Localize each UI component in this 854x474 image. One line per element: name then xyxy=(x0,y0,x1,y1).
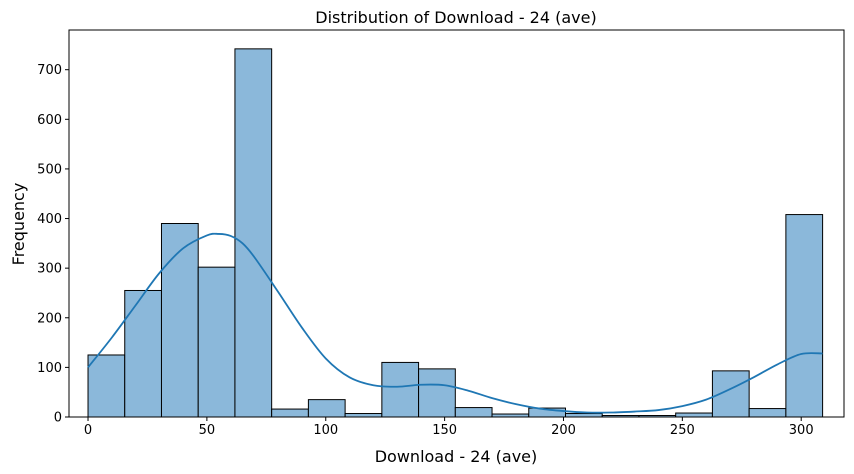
x-tick-label: 100 xyxy=(313,423,338,438)
y-tick-label: 200 xyxy=(37,311,62,326)
histogram-bar-19 xyxy=(785,214,824,418)
y-tick-label: 300 xyxy=(37,262,62,277)
histogram-bar-7 xyxy=(344,413,383,418)
y-tick-label: 500 xyxy=(37,162,62,177)
y-tick-label: 0 xyxy=(54,411,62,426)
x-tick-label: 250 xyxy=(670,423,695,438)
histogram-bar-8 xyxy=(381,361,420,418)
x-tick-label: 0 xyxy=(84,423,92,438)
y-axis-ticks: 0 100 200 300 400 500 600 700 xyxy=(37,63,69,426)
plot-frame xyxy=(68,29,845,418)
chart-title: Distribution of Download - 24 (ave) xyxy=(315,8,596,27)
histogram-bar-0 xyxy=(87,354,126,418)
y-tick-label: 100 xyxy=(37,361,62,376)
kde-group xyxy=(87,232,823,414)
x-tick-label: 200 xyxy=(551,423,576,438)
histogram-bar-16 xyxy=(675,412,713,418)
histogram-bar-2 xyxy=(160,223,199,418)
y-tick-label: 400 xyxy=(37,212,62,227)
histogram-bar-1 xyxy=(124,289,162,418)
histogram-bar-3 xyxy=(197,266,236,418)
x-tick-label: 300 xyxy=(789,423,814,438)
histogram-bar-5 xyxy=(271,408,309,418)
histogram-bar-13 xyxy=(564,413,603,418)
x-tick-label: 50 xyxy=(199,423,216,438)
y-axis-label: Frequency xyxy=(9,183,28,266)
kde-curve xyxy=(87,232,823,414)
y-tick-label: 700 xyxy=(37,63,62,78)
y-tick-label: 600 xyxy=(37,113,62,128)
x-axis-ticks: 0 50 100 150 200 250 300 xyxy=(84,417,814,438)
histogram-bar-18 xyxy=(748,408,787,418)
histogram-bar-10 xyxy=(454,407,493,418)
x-tick-label: 150 xyxy=(432,423,457,438)
histogram-bar-6 xyxy=(307,399,346,418)
histogram-bar-9 xyxy=(418,368,456,418)
x-axis-label: Download - 24 (ave) xyxy=(375,447,538,466)
bars-group xyxy=(87,48,824,418)
histogram-bar-4 xyxy=(234,48,273,418)
